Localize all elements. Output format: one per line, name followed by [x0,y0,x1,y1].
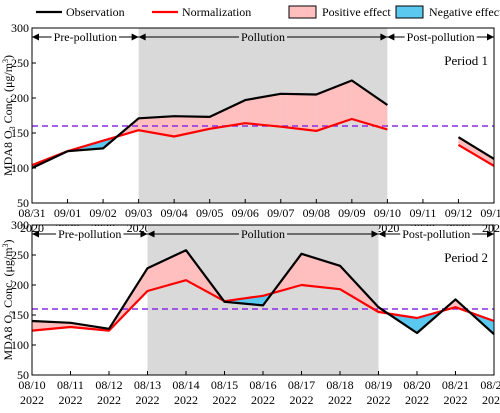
x-tick-label: 08/11 2022 [57,378,84,407]
arrow-head [131,33,139,41]
phase-label-bg [404,29,477,44]
arrow-head [371,230,379,238]
positive-effect-area [245,93,281,127]
y-tick-label: 300 [11,21,29,35]
y-tick-label: 250 [11,56,29,70]
arrow-head [387,33,395,41]
arrow-head [378,230,386,238]
x-tick-label: 08/10 2022 [18,378,45,407]
arrow-head [32,33,39,41]
positive-effect-area [209,100,246,129]
arrow-head [487,230,494,238]
normalization-line [31,117,388,167]
x-tick-label: 08/14 2022 [172,378,199,407]
normalization-line [31,279,495,332]
y-tick-label: 150 [11,126,29,140]
phase-label: Pre-pollution [54,30,117,44]
y-tick-label: 50 [17,196,29,210]
observation-line [31,79,389,169]
chart-period-1: Pre-pollution Pollution Post-pollution Peri… [1,21,500,235]
observation-line [31,249,495,336]
y-tick-label: 150 [11,308,29,322]
legend-swatch-2 [288,5,317,19]
y-tick-label: 100 [11,161,29,175]
arrow-head [147,230,155,238]
positive-effect-area [280,93,317,131]
period-label: Period 1 [444,53,488,68]
phase-label-bg [56,226,124,241]
phase-label-bg [51,29,119,44]
y-tick-label: 300 [11,218,29,232]
x-tick-label: 08/19 2022 [365,378,392,407]
normalization-line [457,143,495,167]
x-tick-label: 08/16 2022 [249,378,276,407]
x-tick-label: 08/20 2022 [403,378,430,407]
legend-swatch-3 [395,5,424,19]
arrow-head [487,33,494,41]
x-tick-label: 08/13 2022 [134,378,161,407]
x-tick-label: 08/21 2022 [442,378,469,407]
phase-label: Pre-pollution [58,227,121,241]
arrow-head [138,33,146,41]
legend-label-3: Negative effect [429,5,500,19]
arrow-head [32,230,39,238]
phase-label-bg [238,226,288,241]
phase-label: Pollution [241,227,285,241]
x-tick-label: 09/132020 [480,206,500,235]
phase-label: Post-pollution [407,30,475,44]
positive-effect-area [458,137,494,166]
legend-label-0: Observation [66,5,125,19]
arrow-head [380,33,388,41]
x-tick-label: 08/12 2022 [95,378,122,407]
y-tick-label: 50 [17,368,29,382]
positive-effect-area [301,253,340,290]
positive-effect-area [351,80,388,130]
y-tick-label: 100 [11,338,29,352]
positive-effect-area [147,250,186,291]
y-tick-label: 200 [11,278,29,292]
y-tick-label: 250 [11,248,29,262]
x-tick-label: 08/17 2022 [288,378,315,407]
period-label: Period 2 [444,250,488,265]
positive-effect-area [316,80,352,131]
x-tick-label: 08/15 2022 [211,378,238,407]
legend: Observation Normalization Positive effect N… [36,5,500,19]
y-axis-label: MDA8 O3 Conc. (μg/m3) [1,239,17,360]
arrow-head [140,230,148,238]
phase-label: Post-pollution [402,227,470,241]
y-tick-label: 200 [11,91,29,105]
phase-label-bg [238,29,288,44]
positive-effect-area [174,116,210,137]
y-axis-label: MDA8 O3 Conc. (μg/m3) [1,55,17,176]
x-tick-label: 08/18 2022 [326,378,353,407]
legend-label-2: Positive effect [322,5,391,19]
chart-period-2: Pre-pollution Pollution Post-pollution Peri… [1,218,500,407]
plot-frame [31,27,495,204]
legend-label-1: Normalization [182,5,251,19]
phase-label-bg [400,226,473,241]
x-tick-label: 08/222022 [480,378,500,407]
observation-line [457,136,495,160]
phase-label: Pollution [241,30,285,44]
